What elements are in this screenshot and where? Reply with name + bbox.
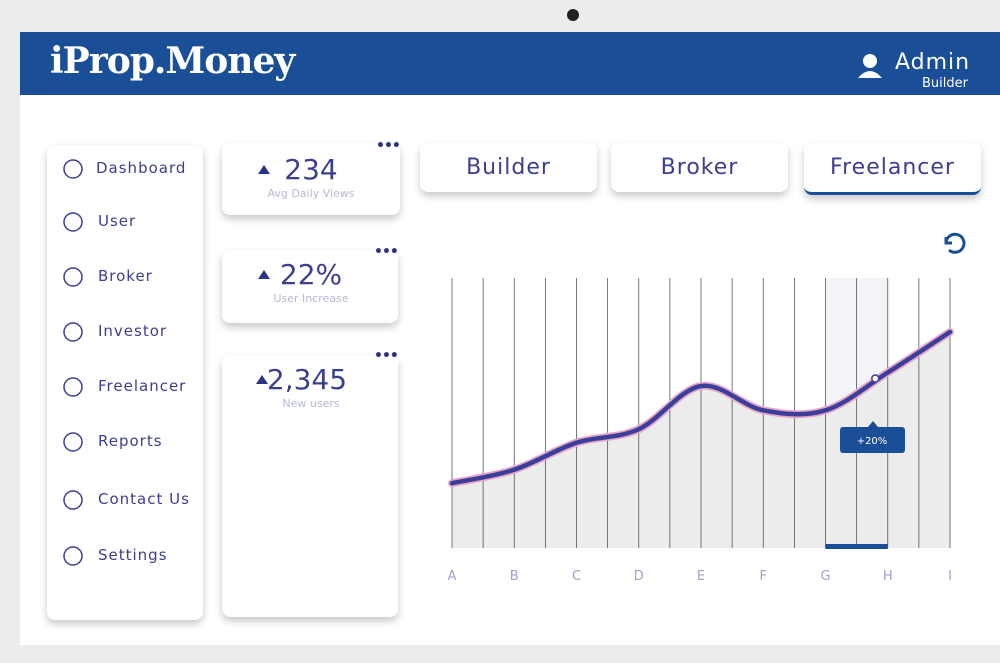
stat-card [222,143,400,215]
menu-dots[interactable]: ••• [374,244,399,260]
selection-bar [825,544,888,549]
nav-icon[interactable] [63,432,83,452]
stat-card [222,250,398,323]
stat-card [222,355,398,617]
nav-item[interactable]: Freelancer [98,377,187,395]
up-arrow [258,270,270,279]
tooltip-tip [868,421,878,427]
user-role: Builder [922,76,968,91]
menu-dots[interactable]: ••• [374,348,399,364]
nav-icon[interactable] [63,159,83,179]
tooltip [840,427,905,453]
stat-label: New users [282,397,340,410]
x-tick-label: G [820,569,830,584]
nav-icon[interactable] [63,490,83,510]
nav-item[interactable]: User [98,212,137,230]
tab[interactable]: Builder [420,143,597,192]
stat-value: 234 [284,153,338,186]
nav-icon[interactable] [63,322,83,342]
nav-item[interactable]: Investor [98,322,168,340]
x-tick-label: A [448,569,457,584]
logo[interactable]: iProp.Money [50,40,295,82]
tab[interactable]: Freelancer [804,143,981,195]
nav-item[interactable]: Contact Us [98,490,190,508]
sidebar [47,145,203,620]
nav-icon[interactable] [63,267,83,287]
camera [567,9,579,21]
nav-item[interactable]: Settings [98,546,168,564]
refresh-icon[interactable] [944,232,966,254]
stat-value: 2,345 [266,363,348,396]
nav-item[interactable]: Reports [98,432,163,450]
x-tick-label: B [510,569,519,584]
x-tick-label: C [572,569,581,584]
header [20,32,1000,95]
user-icon-body [858,71,882,78]
hover-point [871,374,880,383]
x-tick-label: D [634,569,644,584]
nav-item[interactable]: Dashboard [96,159,187,177]
line [449,329,953,486]
user-icon[interactable] [863,54,877,68]
stat-value: 22% [279,258,343,291]
up-arrow [258,165,270,174]
x-tick-label: F [760,569,767,584]
stat-label: Avg Daily Views [267,187,355,200]
x-tick-label: I [948,569,952,584]
tooltip-text: +20% [857,436,888,447]
nav-icon[interactable] [63,546,83,566]
menu-dots[interactable]: ••• [376,138,401,154]
up-arrow [256,375,268,384]
nav-icon[interactable] [63,377,83,397]
user-name[interactable]: Admin [895,50,971,75]
tab[interactable]: Broker [611,143,788,192]
x-tick-label: H [883,569,893,584]
stat-label: User Increase [273,292,349,305]
x-tick-label: E [697,569,705,584]
nav-icon[interactable] [63,212,83,232]
nav-item[interactable]: Broker [98,267,153,285]
